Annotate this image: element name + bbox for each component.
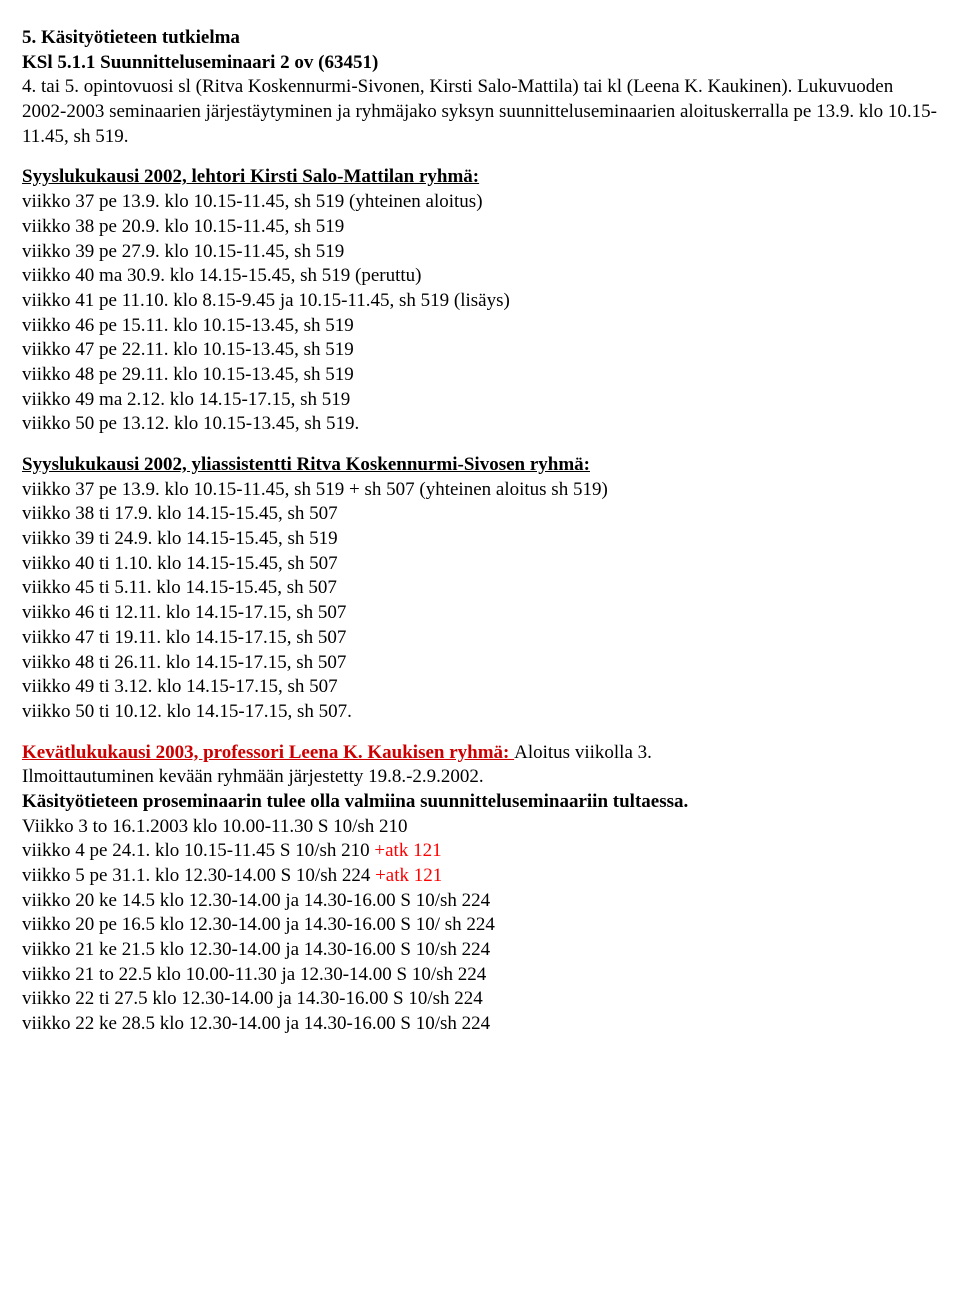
schedule-line: viikko 41 pe 11.10. klo 8.15-9.45 ja 10.… (22, 289, 938, 314)
schedule-line: viikko 47 ti 19.11. klo 14.15-17.15, sh … (22, 626, 938, 651)
schedule-line: viikko 37 pe 13.9. klo 10.15-11.45, sh 5… (22, 478, 938, 503)
schedule-line: viikko 46 ti 12.11. klo 14.15-17.15, sh … (22, 601, 938, 626)
schedule-line: Viikko 3 to 16.1.2003 klo 10.00-11.30 S … (22, 815, 938, 840)
header-line-1: 5. Käsityötieteen tutkielma (22, 26, 938, 51)
section3-title-rest: Aloitus viikolla 3. (514, 742, 652, 763)
section2-title: Syyslukukausi 2002, yliassistentti Ritva… (22, 453, 938, 478)
schedule-line: viikko 49 ti 3.12. klo 14.15-17.15, sh 5… (22, 675, 938, 700)
schedule-line: viikko 40 ti 1.10. klo 14.15-15.45, sh 5… (22, 552, 938, 577)
schedule-line: viikko 38 pe 20.9. klo 10.15-11.45, sh 5… (22, 215, 938, 240)
schedule-line: viikko 50 ti 10.12. klo 14.15-17.15, sh … (22, 700, 938, 725)
section3-title-line: Kevätlukukausi 2003, professori Leena K.… (22, 741, 938, 766)
schedule-line: viikko 50 pe 13.12. klo 10.15-13.45, sh … (22, 412, 938, 437)
schedule-line: viikko 39 ti 24.9. klo 14.15-15.45, sh 5… (22, 527, 938, 552)
schedule-line: viikko 20 pe 16.5 klo 12.30-14.00 ja 14.… (22, 913, 938, 938)
schedule-line: viikko 20 ke 14.5 klo 12.30-14.00 ja 14.… (22, 889, 938, 914)
header-intro: 4. tai 5. opintovuosi sl (Ritva Koskennu… (22, 75, 938, 149)
section3-subline: Ilmoittautuminen kevään ryhmään järjeste… (22, 765, 938, 790)
schedule-line: viikko 22 ke 28.5 klo 12.30-14.00 ja 14.… (22, 1012, 938, 1037)
schedule-line: viikko 49 ma 2.12. klo 14.15-17.15, sh 5… (22, 388, 938, 413)
schedule-line: viikko 46 pe 15.11. klo 10.15-13.45, sh … (22, 314, 938, 339)
header-line-2: KSl 5.1.1 Suunnitteluseminaari 2 ov (634… (22, 51, 938, 76)
schedule-line: viikko 4 pe 24.1. klo 10.15-11.45 S 10/s… (22, 839, 938, 864)
schedule-line: viikko 47 pe 22.11. klo 10.15-13.45, sh … (22, 338, 938, 363)
schedule-line: viikko 40 ma 30.9. klo 14.15-15.45, sh 5… (22, 264, 938, 289)
schedule-line: viikko 5 pe 31.1. klo 12.30-14.00 S 10/s… (22, 864, 938, 889)
schedule-line: viikko 37 pe 13.9. klo 10.15-11.45, sh 5… (22, 190, 938, 215)
schedule-line: viikko 22 ti 27.5 klo 12.30-14.00 ja 14.… (22, 987, 938, 1012)
section3-title-link[interactable]: Kevätlukukausi 2003, professori Leena K.… (22, 742, 514, 763)
schedule-line: viikko 48 ti 26.11. klo 14.15-17.15, sh … (22, 651, 938, 676)
schedule-line: viikko 39 pe 27.9. klo 10.15-11.45, sh 5… (22, 240, 938, 265)
atk-suffix: +atk 121 (375, 865, 442, 886)
section1-title: Syyslukukausi 2002, lehtori Kirsti Salo-… (22, 165, 938, 190)
section3-boldline: Käsityötieteen proseminaarin tulee olla … (22, 790, 938, 815)
schedule-line: viikko 48 pe 29.11. klo 10.15-13.45, sh … (22, 363, 938, 388)
schedule-line: viikko 21 to 22.5 klo 10.00-11.30 ja 12.… (22, 963, 938, 988)
schedule-line: viikko 38 ti 17.9. klo 14.15-15.45, sh 5… (22, 502, 938, 527)
atk-suffix: +atk 121 (374, 840, 441, 861)
schedule-line: viikko 21 ke 21.5 klo 12.30-14.00 ja 14.… (22, 938, 938, 963)
schedule-line: viikko 45 ti 5.11. klo 14.15-15.45, sh 5… (22, 576, 938, 601)
